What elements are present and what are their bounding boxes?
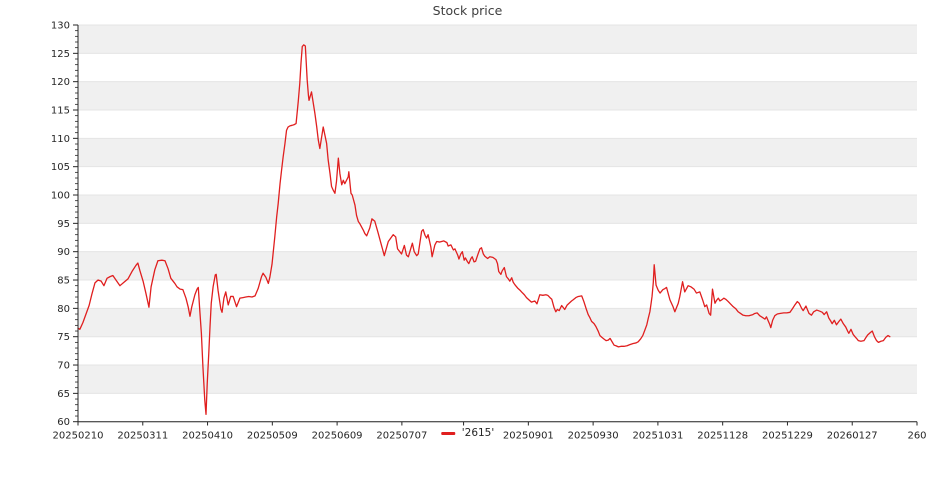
y-tick-label: 60 [57, 417, 70, 428]
y-tick-label: 105 [51, 162, 70, 173]
grid-band [78, 25, 917, 54]
x-tick-label: 20250210 [53, 431, 104, 442]
chart-title: Stock price [432, 3, 503, 18]
grid-band [78, 308, 917, 337]
x-tick-label: 260 [907, 431, 926, 442]
x-tick-label: 20250930 [568, 431, 619, 442]
grid-band [78, 138, 917, 167]
y-tick-label: 115 [51, 106, 70, 117]
x-tick-label: 20251229 [762, 431, 813, 442]
y-tick-label: 75 [57, 332, 70, 343]
grid-band [78, 195, 917, 224]
x-tick-label: 20251128 [697, 431, 748, 442]
x-tick-label: 20250609 [312, 431, 363, 442]
y-tick-label: 90 [57, 247, 70, 258]
y-tick-label: 80 [57, 304, 70, 315]
x-tick-label: 20250311 [117, 431, 168, 442]
x-tick-label: 20250901 [503, 431, 554, 442]
y-tick-label: 130 [51, 21, 70, 32]
y-tick-label: 120 [51, 77, 70, 88]
legend-line-sample-icon [440, 432, 455, 435]
price-line [77, 44, 891, 415]
x-tick-label: 20260127 [827, 431, 878, 442]
x-tick-label: 20250410 [182, 431, 233, 442]
grid-band [78, 81, 917, 111]
y-tick-label: 85 [57, 276, 70, 287]
grid-band [78, 365, 917, 394]
y-tick-label: 110 [51, 134, 70, 145]
x-tick-label: 20250509 [247, 431, 298, 442]
x-tick-label: 20250707 [376, 431, 427, 442]
x-tick-label: 20251031 [632, 431, 683, 442]
y-tick-label: 125 [51, 49, 70, 60]
y-tick-label: 65 [57, 389, 70, 400]
legend: '2615' [431, 426, 504, 441]
y-tick-label: 95 [57, 219, 70, 230]
y-tick-label: 70 [57, 361, 70, 372]
legend-series-label: '2615' [461, 427, 495, 439]
y-tick-label: 100 [51, 191, 70, 202]
